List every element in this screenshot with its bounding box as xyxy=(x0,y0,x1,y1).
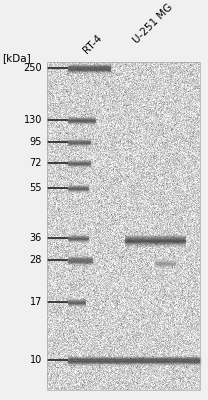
Text: 28: 28 xyxy=(30,255,42,265)
Text: 72: 72 xyxy=(30,158,42,168)
Text: U-251 MG: U-251 MG xyxy=(131,2,174,45)
Text: 36: 36 xyxy=(30,233,42,243)
Text: 250: 250 xyxy=(23,63,42,73)
Text: 55: 55 xyxy=(30,183,42,193)
Text: RT-4: RT-4 xyxy=(81,32,104,55)
Text: 10: 10 xyxy=(30,355,42,365)
Bar xyxy=(47,62,200,390)
Text: 95: 95 xyxy=(30,137,42,147)
Text: [kDa]: [kDa] xyxy=(2,53,31,63)
Text: 130: 130 xyxy=(24,115,42,125)
Text: 17: 17 xyxy=(30,297,42,307)
